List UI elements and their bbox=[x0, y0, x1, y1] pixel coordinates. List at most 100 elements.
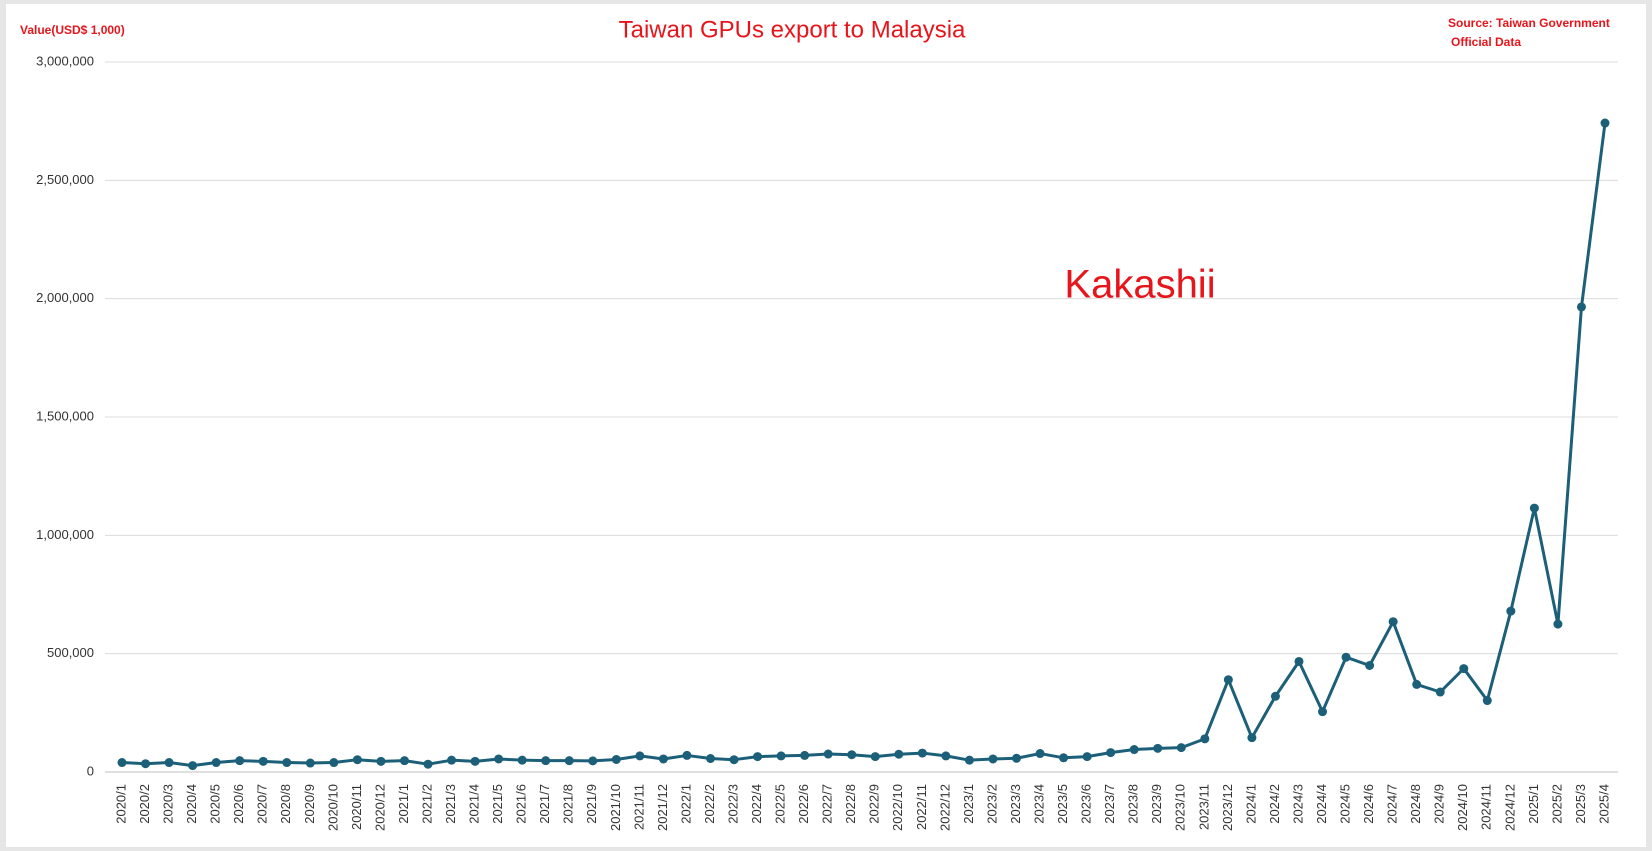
x-tick-label: 2022/9 bbox=[867, 784, 882, 824]
marker bbox=[588, 756, 598, 766]
x-tick-label: 2021/10 bbox=[608, 784, 623, 831]
line bbox=[121, 122, 1607, 768]
marker bbox=[1035, 749, 1045, 759]
source-note: Source: Taiwan Government bbox=[1448, 16, 1610, 30]
x-tick-label: 2021/11 bbox=[631, 784, 646, 830]
marker bbox=[800, 750, 810, 760]
x-tick-label: 2021/12 bbox=[655, 784, 670, 831]
x-tick-label: 2024/11 bbox=[1479, 784, 1494, 830]
marker bbox=[1082, 752, 1092, 762]
x-tick-label: 2020/1 bbox=[113, 784, 128, 824]
marker bbox=[1270, 691, 1280, 701]
marker bbox=[917, 748, 927, 758]
marker bbox=[1435, 687, 1445, 697]
marker bbox=[1318, 707, 1328, 717]
marker bbox=[141, 759, 151, 769]
x-tick-label: 2020/2 bbox=[137, 784, 152, 824]
x-tick-label: 2022/8 bbox=[843, 784, 858, 824]
x-tick-label: 2020/5 bbox=[208, 784, 223, 824]
x-tick-label: 2021/4 bbox=[467, 784, 482, 824]
x-tick-label: 2021/3 bbox=[443, 784, 458, 824]
marker bbox=[1459, 664, 1469, 674]
x-tick-label: 2021/2 bbox=[419, 784, 434, 824]
x-tick-label: 2024/5 bbox=[1338, 784, 1353, 824]
marker bbox=[1294, 656, 1304, 666]
x-tick-label: 2023/4 bbox=[1031, 784, 1046, 824]
x-tick-label: 2020/4 bbox=[184, 784, 199, 824]
x-tick-label: 2020/12 bbox=[372, 784, 387, 831]
marker bbox=[235, 756, 245, 766]
x-tick-label: 2021/8 bbox=[561, 784, 576, 824]
marker bbox=[1600, 118, 1610, 128]
marker bbox=[776, 751, 786, 761]
marker bbox=[1153, 743, 1163, 753]
marker bbox=[870, 752, 880, 762]
marker bbox=[1482, 696, 1492, 706]
marker bbox=[1365, 661, 1375, 670]
marker bbox=[753, 752, 763, 762]
x-tick-label: 2023/7 bbox=[1102, 784, 1117, 824]
marker bbox=[823, 749, 833, 759]
x-tick-label: 2022/10 bbox=[890, 784, 905, 831]
marker bbox=[635, 751, 645, 761]
x-tick-label: 2025/2 bbox=[1549, 784, 1564, 824]
x-tick-label: 2023/10 bbox=[1173, 784, 1188, 831]
marker bbox=[1529, 503, 1539, 513]
y-axis-label: Value(USD$ 1,000) bbox=[20, 23, 125, 37]
marker bbox=[494, 754, 504, 764]
marker bbox=[1106, 748, 1116, 758]
marker bbox=[305, 758, 315, 768]
marker bbox=[1247, 733, 1257, 743]
marker bbox=[964, 755, 974, 765]
x-tick-label: 2023/8 bbox=[1126, 784, 1141, 824]
marker bbox=[564, 756, 574, 766]
x-tick-label: 2021/5 bbox=[490, 784, 505, 824]
marker bbox=[258, 756, 268, 766]
marker bbox=[447, 755, 457, 765]
marker bbox=[352, 755, 362, 765]
marker bbox=[941, 751, 951, 761]
x-tick-label: 2025/3 bbox=[1573, 784, 1588, 824]
x-tick-label: 2023/2 bbox=[984, 784, 999, 824]
x-tick-label: 2020/3 bbox=[161, 784, 176, 824]
marker bbox=[847, 750, 857, 760]
marker bbox=[894, 749, 904, 759]
marker bbox=[1341, 652, 1351, 662]
marker bbox=[470, 756, 480, 766]
y-tick-label: 1,500,000 bbox=[36, 408, 94, 423]
marker bbox=[1576, 302, 1586, 312]
marker bbox=[188, 761, 198, 771]
x-tick-label: 2022/2 bbox=[702, 784, 717, 824]
x-tick-label: 2022/4 bbox=[749, 784, 764, 824]
source-note: Official Data bbox=[1451, 35, 1521, 49]
x-tick-label: 2021/7 bbox=[537, 784, 552, 824]
x-tick-label: 2025/1 bbox=[1526, 784, 1541, 824]
x-tick-label: 2020/6 bbox=[231, 784, 246, 824]
y-tick-label: 1,000,000 bbox=[36, 527, 94, 542]
x-tick-label: 2020/7 bbox=[255, 784, 270, 824]
x-tick-label: 2024/2 bbox=[1267, 784, 1282, 824]
chart-title: Taiwan GPUs export to Malaysia bbox=[619, 16, 966, 43]
marker bbox=[1176, 743, 1186, 753]
x-tick-label: 2021/1 bbox=[396, 784, 411, 824]
marker bbox=[211, 758, 221, 768]
chart-background bbox=[6, 4, 1646, 847]
x-tick-label: 2022/12 bbox=[937, 784, 952, 831]
x-tick-label: 2024/10 bbox=[1455, 784, 1470, 831]
marker bbox=[376, 756, 386, 766]
x-tick-label: 2020/10 bbox=[325, 784, 340, 831]
marker bbox=[1059, 753, 1069, 763]
y-tick-label: 500,000 bbox=[47, 645, 94, 660]
x-tick-label: 2020/8 bbox=[278, 784, 293, 824]
marker bbox=[1553, 619, 1563, 629]
marker bbox=[423, 759, 433, 769]
watermark: Kakashii bbox=[1064, 263, 1215, 307]
x-tick-label: 2023/6 bbox=[1079, 784, 1094, 824]
x-tick-label: 2021/9 bbox=[584, 784, 599, 824]
x-tick-label: 2022/11 bbox=[914, 784, 929, 830]
x-tick-label: 2020/9 bbox=[302, 784, 317, 824]
marker bbox=[658, 754, 668, 764]
x-tick-label: 2024/6 bbox=[1361, 784, 1376, 824]
